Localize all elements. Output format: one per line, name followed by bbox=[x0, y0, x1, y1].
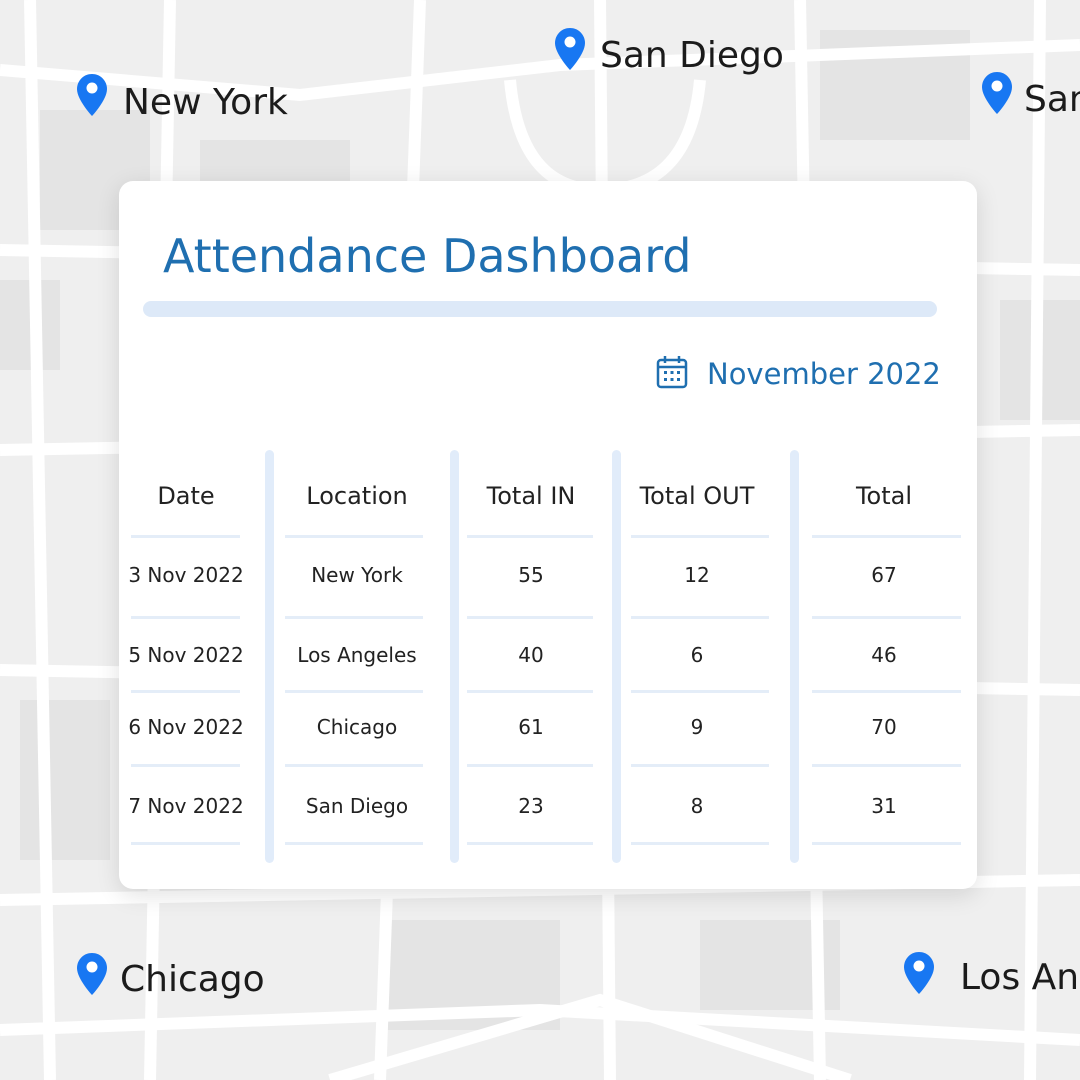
column-header: Total IN bbox=[486, 482, 576, 510]
row-divider bbox=[131, 764, 240, 767]
column-header: Total bbox=[855, 482, 913, 510]
row-divider bbox=[467, 842, 593, 845]
title: Attendance Dashboard bbox=[163, 229, 692, 283]
row-divider bbox=[467, 535, 593, 538]
row-divider bbox=[467, 616, 593, 619]
table-cell: 12 bbox=[684, 563, 710, 587]
dashboard-card: Attendance Dashboard November 2022 Date L… bbox=[119, 181, 977, 889]
column-header: Location bbox=[306, 482, 408, 510]
table-cell: 7 Nov 2022 bbox=[128, 794, 244, 818]
table-cell: 31 bbox=[871, 794, 897, 818]
period-label: November 2022 bbox=[707, 357, 941, 391]
row-divider bbox=[467, 764, 593, 767]
column-header: Date bbox=[157, 482, 215, 510]
table-cell: 70 bbox=[871, 715, 897, 739]
map-label: San bbox=[1024, 79, 1080, 120]
table-cell: 46 bbox=[871, 643, 897, 667]
map-label: San Diego bbox=[600, 35, 784, 76]
table-cell: 61 bbox=[518, 715, 544, 739]
row-divider bbox=[131, 842, 240, 845]
row-divider bbox=[467, 690, 593, 693]
column-separator bbox=[450, 450, 459, 863]
column-separator bbox=[790, 450, 799, 863]
table-cell: Chicago bbox=[316, 715, 398, 739]
map-pin bbox=[77, 74, 107, 116]
map-pin bbox=[77, 953, 107, 995]
row-divider bbox=[812, 764, 961, 767]
row-divider bbox=[131, 690, 240, 693]
row-divider bbox=[631, 764, 769, 767]
column-separator bbox=[265, 450, 274, 863]
map-pin bbox=[555, 28, 585, 70]
column-header: Total OUT bbox=[639, 482, 755, 510]
table-cell: Los Angeles bbox=[297, 643, 417, 667]
row-divider bbox=[285, 842, 423, 845]
map-pin bbox=[982, 72, 1012, 114]
table-cell: 6 bbox=[690, 643, 704, 667]
table-cell: 23 bbox=[518, 794, 544, 818]
table-cell: 3 Nov 2022 bbox=[128, 563, 244, 587]
map-label: Chicago bbox=[120, 959, 265, 1000]
row-divider bbox=[285, 616, 423, 619]
table-cell: 67 bbox=[871, 563, 897, 587]
row-divider bbox=[812, 690, 961, 693]
row-divider bbox=[285, 535, 423, 538]
row-divider bbox=[631, 616, 769, 619]
table-cell: 5 Nov 2022 bbox=[128, 643, 244, 667]
row-divider bbox=[812, 842, 961, 845]
table-cell: 6 Nov 2022 bbox=[128, 715, 244, 739]
calendar-icon bbox=[656, 356, 688, 389]
table-cell: 40 bbox=[518, 643, 544, 667]
row-divider bbox=[285, 690, 423, 693]
map-label: New York bbox=[123, 82, 288, 123]
row-divider bbox=[631, 690, 769, 693]
row-divider bbox=[812, 616, 961, 619]
row-divider bbox=[285, 764, 423, 767]
row-divider bbox=[131, 616, 240, 619]
row-divider bbox=[631, 842, 769, 845]
table-cell: 8 bbox=[690, 794, 704, 818]
row-divider bbox=[812, 535, 961, 538]
row-divider bbox=[631, 535, 769, 538]
table-cell: 55 bbox=[518, 563, 544, 587]
table-cell: New York bbox=[311, 563, 403, 587]
row-divider bbox=[131, 535, 240, 538]
column-separator bbox=[612, 450, 621, 863]
map-pin bbox=[904, 952, 934, 994]
table-cell: 9 bbox=[690, 715, 704, 739]
map-label: Los An bbox=[960, 957, 1080, 998]
table-cell: San Diego bbox=[305, 794, 409, 818]
title-underline bbox=[143, 301, 937, 317]
